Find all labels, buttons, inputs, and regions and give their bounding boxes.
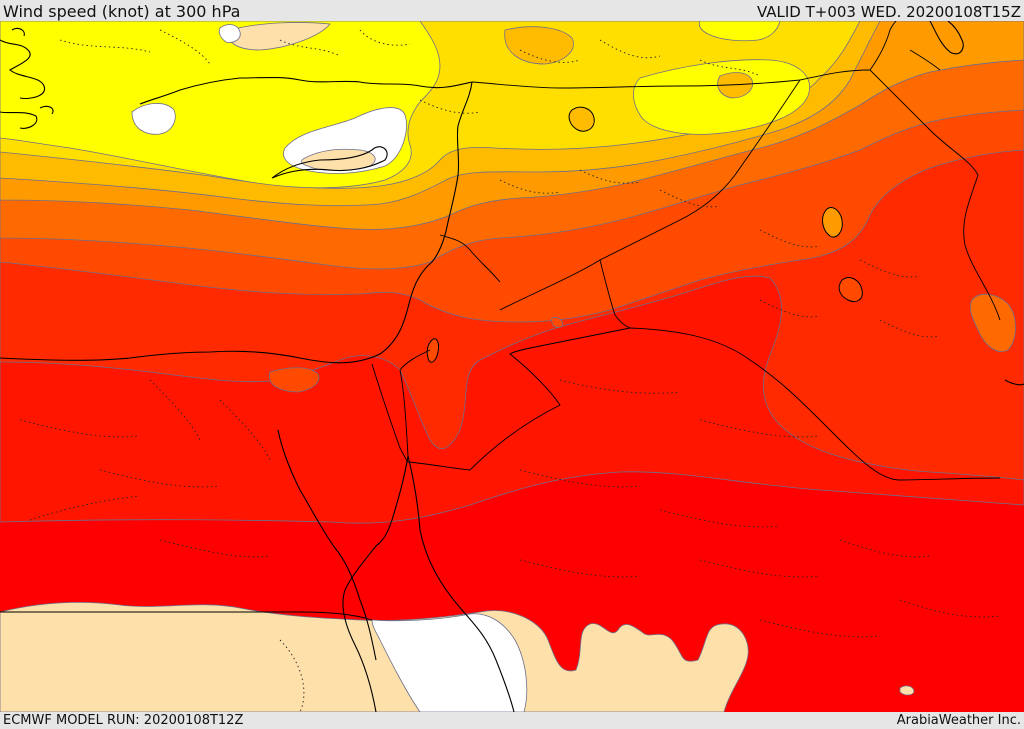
patch-orange-east — [970, 293, 1016, 352]
border-iran-iraq — [869, 69, 1001, 321]
coast-cyprus — [271, 146, 388, 179]
patch-red-sinai — [269, 367, 320, 393]
coast-red-sea-west — [342, 545, 377, 712]
footer-bar: ECMWF MODEL RUN: 20200108T12Z ArabiaWeat… — [0, 712, 1024, 729]
valid-time-label: VALID T+003 WED. 20200108T15Z — [756, 3, 1021, 21]
coast-red-sea-east — [407, 455, 515, 712]
model-run-label: ECMWF MODEL RUN: 20200108T12Z — [3, 713, 244, 728]
border-syria-lebanon — [439, 234, 501, 283]
coast-aegean — [0, 27, 54, 129]
border-syria-iraq — [499, 79, 801, 311]
border-turkey-east — [869, 21, 941, 71]
border-jordan-iraq — [599, 259, 631, 329]
border-saudi-iraq — [629, 327, 1001, 481]
lake-van — [568, 106, 595, 132]
header-bar: Wind speed (knot) at 300 hPa VALID T+003… — [0, 0, 1024, 21]
patch-amber-north — [504, 26, 574, 65]
patch-tan-north — [228, 22, 331, 51]
border-jordan-saudi — [407, 327, 631, 471]
lake-dead-sea — [426, 338, 439, 363]
lake-urmia — [822, 207, 843, 238]
border-egypt-sudan — [0, 611, 373, 621]
border-israel — [399, 349, 431, 457]
band-white-south — [371, 613, 528, 712]
patch-white-north — [218, 24, 241, 43]
patch-white-west — [131, 103, 176, 135]
band-yellow-east — [633, 59, 810, 135]
wind-speed-map[interactable] — [0, 21, 1024, 712]
patch-tan-small-se — [899, 685, 915, 696]
coast-gulf — [1004, 379, 1024, 386]
coast-gulf-of-aqaba — [375, 455, 409, 547]
border-turkey-syria — [471, 69, 871, 89]
patch-orange-red-small — [551, 317, 563, 328]
band-tan-south — [0, 601, 749, 712]
credit-label: ArabiaWeather Inc. — [896, 713, 1021, 728]
coast-turkey-south — [139, 76, 473, 105]
admin-lines-syria-iraq — [499, 169, 941, 338]
map-title: Wind speed (knot) at 300 hPa — [3, 2, 241, 21]
patch-amber-east — [717, 72, 753, 99]
admin-lines-turkey — [59, 29, 761, 114]
coast-mediterranean — [0, 81, 473, 364]
coast-caspian-west — [929, 21, 964, 55]
admin-lines-egypt — [19, 379, 305, 712]
lake-tharthar — [838, 277, 863, 303]
coast-gulf-of-suez — [277, 429, 377, 661]
band-yellow-north — [698, 21, 781, 42]
border-egypt-israel — [371, 363, 409, 463]
